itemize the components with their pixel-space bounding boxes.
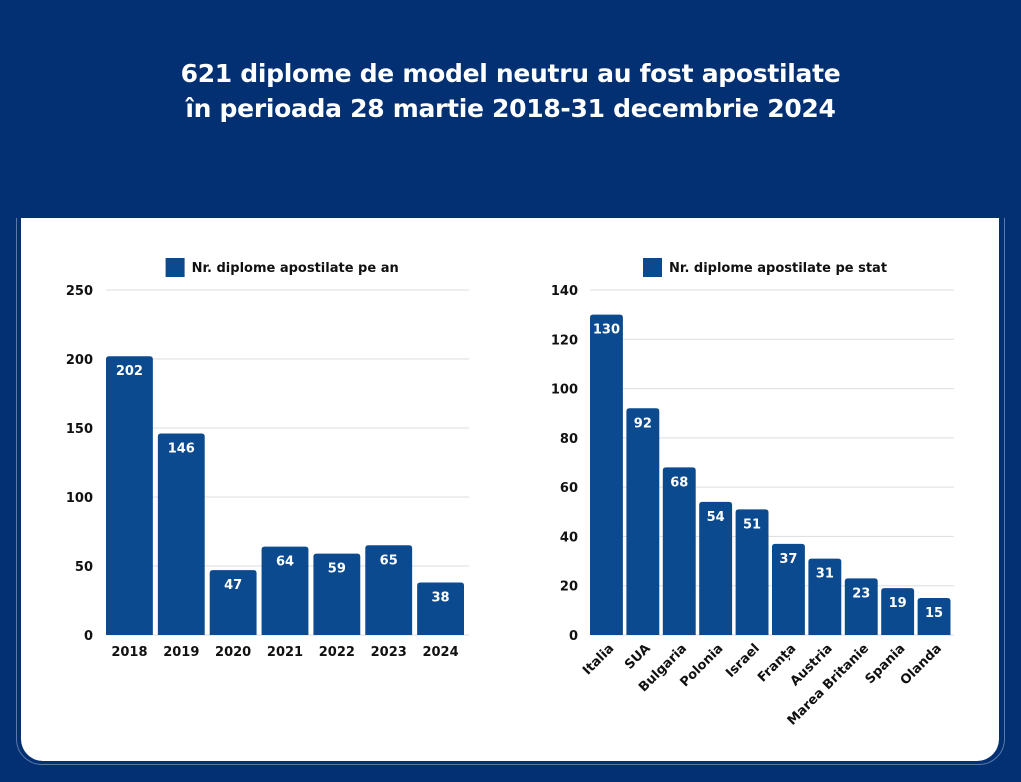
y-tick-label: 0 [569,629,578,644]
title-line-2: în perioada 28 martie 2018-31 decembrie … [185,94,836,123]
bar-2019 [157,433,205,635]
y-tick-label: 20 [560,580,578,595]
data-label: 23 [852,586,870,601]
y-tick-label: 250 [66,284,93,299]
bar-polonia [699,501,733,635]
x-tick-label: 2022 [319,645,355,660]
y-tick-label: 80 [560,432,578,447]
panel-outline [16,218,1005,765]
y-tick-label: 100 [66,491,93,506]
x-tick-label: 2021 [267,645,303,660]
bar-2022 [313,553,361,635]
y-tick-label: 140 [551,284,578,299]
bar-2021 [261,546,309,635]
title-line-1: 621 diplome de model neutru au fost apos… [180,59,841,88]
y-tick-label: 200 [66,353,93,368]
legend-swatch [643,258,662,277]
x-tick-label: SUA [622,641,654,673]
y-tick-label: 0 [84,629,93,644]
bar-2023 [365,545,413,635]
chart-per-country: Nr. diplome apostilate pe stat 0 20 40 60 80 1… [551,258,954,729]
y-tick-label: 100 [551,383,578,398]
bar-olanda [917,598,951,635]
x-tick-label: 2024 [422,645,458,660]
data-label: 54 [707,510,725,525]
bar-sua [626,408,660,635]
data-label: 64 [276,555,294,570]
y-tick-label: 40 [560,530,578,545]
x-tick-label: 2023 [371,645,407,660]
data-label: 38 [432,591,450,606]
data-label: 92 [634,416,652,431]
bar-marea-britanie [844,578,878,635]
legend-label: Nr. diplome apostilate pe stat [669,261,887,276]
page-title: 621 diplome de model neutru au fost apos… [0,56,1021,126]
data-label: 130 [593,323,620,338]
data-label: 31 [816,567,834,582]
data-label: 15 [925,606,943,621]
x-tick-label: 2018 [111,645,147,660]
bar-israel [735,509,769,635]
bar-spania [881,588,915,635]
y-tick-label: 120 [551,333,578,348]
bar-bulgaria [662,467,696,635]
data-label: 47 [224,578,242,593]
y-tick-label: 150 [66,422,93,437]
legend-label: Nr. diplome apostilate pe an [192,261,399,276]
bar-austria [808,558,842,635]
chart-per-year: Nr. diplome apostilate pe an 0 50 100 150 200… [66,258,469,660]
bar-italia [590,314,623,635]
y-tick-label: 60 [560,481,578,496]
bar-franța [772,543,805,635]
x-tick-label: 2020 [215,645,251,660]
x-tick-label: 2019 [163,645,199,660]
data-label: 146 [168,442,195,457]
data-label: 202 [116,364,143,379]
x-tick-label: Italia [580,641,617,678]
data-label: 59 [328,562,346,577]
legend-swatch [165,258,185,277]
data-label: 65 [380,553,398,568]
data-label: 51 [743,517,761,532]
bar-2020 [209,570,257,635]
bar-2024 [417,582,464,635]
bar-2018 [106,356,153,635]
data-label: 68 [670,475,688,490]
data-label: 37 [779,552,797,567]
data-label: 19 [889,596,907,611]
y-tick-label: 50 [75,560,93,575]
